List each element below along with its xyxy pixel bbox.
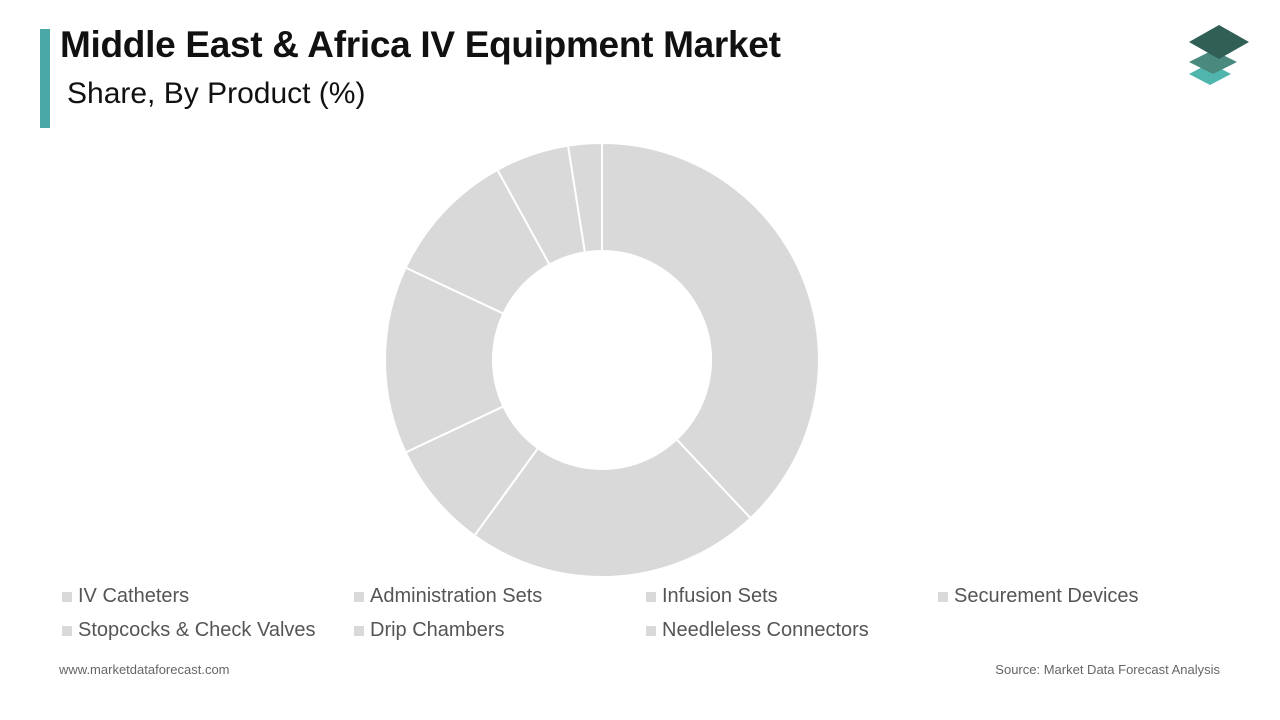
donut-slice-needleless-connectors: [566, 141, 603, 254]
title-accent-bar: [40, 29, 50, 128]
stacked-layers-icon: [1189, 25, 1249, 85]
website-url: www.marketdataforecast.com: [59, 662, 230, 677]
chart-title: Middle East & Africa IV Equipment Market: [60, 24, 781, 65]
chart-subtitle: Share, By Product (%): [67, 77, 366, 110]
source-note: Source: Market Data Forecast Analysis: [995, 662, 1220, 677]
donut-slice-administration-sets: [473, 438, 752, 578]
donut-slice-iv-catheters: [601, 141, 820, 520]
